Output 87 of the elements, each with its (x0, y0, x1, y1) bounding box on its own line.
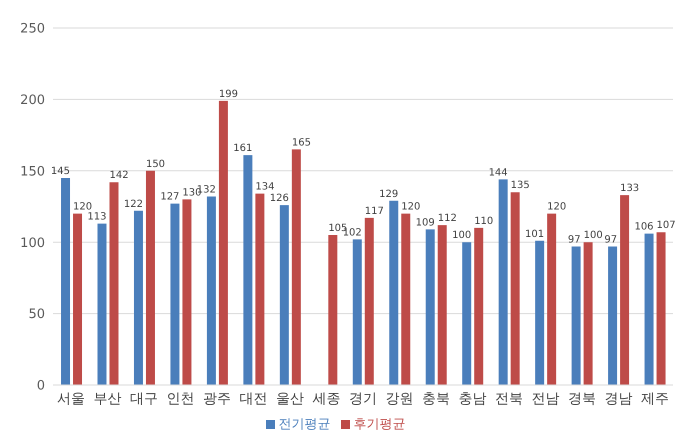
x-tick-label: 대구 (130, 390, 158, 407)
data-label: 97 (604, 234, 618, 246)
data-label: 135 (510, 180, 530, 192)
data-label: 109 (416, 217, 435, 228)
bar (547, 214, 556, 385)
y-tick-label: 0 (36, 378, 45, 394)
x-tick-label: 경북 (568, 390, 596, 407)
bar (438, 225, 447, 385)
data-label: 122 (124, 198, 143, 210)
bar (426, 229, 435, 385)
data-label: 100 (452, 230, 472, 242)
x-tick-label: 경남 (604, 390, 632, 407)
bar (170, 204, 180, 385)
x-tick-label: 인천 (166, 390, 195, 407)
data-label: 150 (146, 158, 166, 170)
bar (255, 194, 264, 385)
x-tick-label: 전북 (494, 390, 523, 407)
bar (498, 179, 508, 385)
data-label: 97 (568, 234, 581, 246)
bar (352, 239, 362, 385)
data-label: 120 (73, 202, 92, 213)
y-tick-label: 200 (20, 93, 45, 108)
bar (243, 155, 252, 385)
data-label: 126 (270, 193, 289, 204)
bar (61, 178, 70, 385)
data-label: 120 (401, 202, 420, 213)
x-tick-label: 제주 (640, 390, 669, 407)
data-label: 127 (160, 192, 180, 203)
bar (328, 235, 338, 385)
bar (644, 234, 654, 385)
data-label: 110 (474, 216, 494, 227)
bar (608, 246, 618, 385)
bar (97, 224, 106, 385)
bar (656, 232, 666, 385)
bar (401, 214, 410, 385)
data-label: 120 (547, 202, 566, 213)
x-tick-label: 서울 (57, 390, 86, 407)
x-tick-label: 부산 (94, 390, 122, 407)
data-label: 133 (620, 183, 640, 194)
x-tick-label: 충북 (422, 390, 450, 407)
legend-label: 후기평균 (354, 417, 406, 432)
bar (535, 240, 544, 385)
bar (134, 210, 143, 385)
data-label: 199 (218, 88, 238, 100)
x-tick-label: 세종 (312, 390, 341, 407)
data-label: 100 (584, 230, 603, 242)
bar (73, 214, 82, 385)
bar (218, 100, 228, 385)
x-tick-label: 대전 (240, 390, 268, 407)
data-label: 101 (525, 228, 544, 240)
data-label: 161 (233, 143, 252, 154)
bar (620, 195, 630, 385)
x-tick-label: 광주 (203, 390, 232, 407)
bar (474, 228, 484, 385)
data-label: 134 (255, 182, 274, 193)
data-label: 117 (364, 206, 384, 217)
data-label: 142 (109, 170, 129, 182)
y-tick-label: 100 (20, 236, 45, 251)
x-tick-label: 강원 (385, 390, 414, 407)
bar (146, 170, 155, 385)
bar (280, 205, 289, 385)
bar (462, 242, 472, 385)
bar (389, 200, 398, 385)
data-label: 129 (379, 188, 398, 200)
legend-label: 전기평균 (278, 417, 330, 432)
y-tick-label: 250 (20, 22, 45, 37)
data-label: 107 (656, 220, 676, 232)
data-label: 145 (50, 166, 70, 177)
bar (206, 196, 216, 385)
data-label: 144 (488, 167, 508, 178)
bar (584, 242, 593, 385)
data-label: 113 (87, 212, 106, 223)
data-label: 106 (634, 222, 654, 233)
bar (182, 199, 192, 385)
y-tick-label: 150 (20, 164, 45, 180)
bar (109, 182, 118, 385)
y-tick-label: 50 (28, 307, 45, 322)
bar (292, 149, 301, 385)
data-label: 112 (438, 213, 457, 224)
x-tick-label: 울산 (276, 390, 304, 407)
x-tick-label: 전남 (531, 390, 560, 407)
bar (572, 246, 581, 385)
x-tick-label: 경기 (349, 390, 377, 407)
x-tick-label: 충남 (458, 390, 486, 407)
bar (364, 218, 374, 385)
data-label: 165 (292, 137, 311, 148)
bar (510, 192, 520, 385)
